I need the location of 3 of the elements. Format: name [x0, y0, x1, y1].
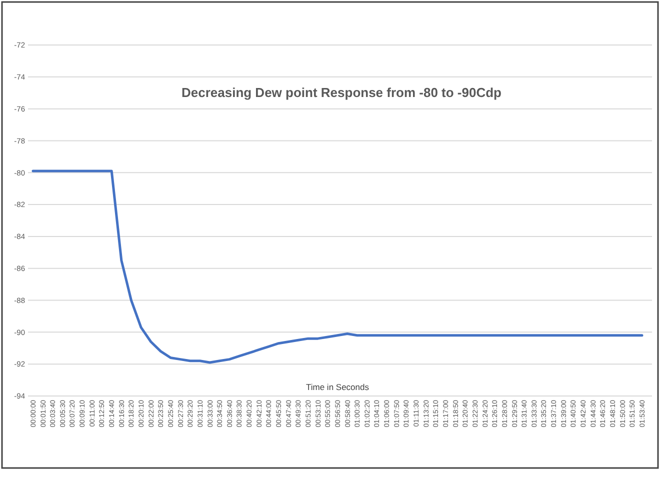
x-axis-title: Time in Seconds — [306, 382, 369, 392]
line-series — [32, 170, 644, 364]
text: Decreasing Dew point Response from -80 to -90Cdp — [181, 85, 502, 100]
